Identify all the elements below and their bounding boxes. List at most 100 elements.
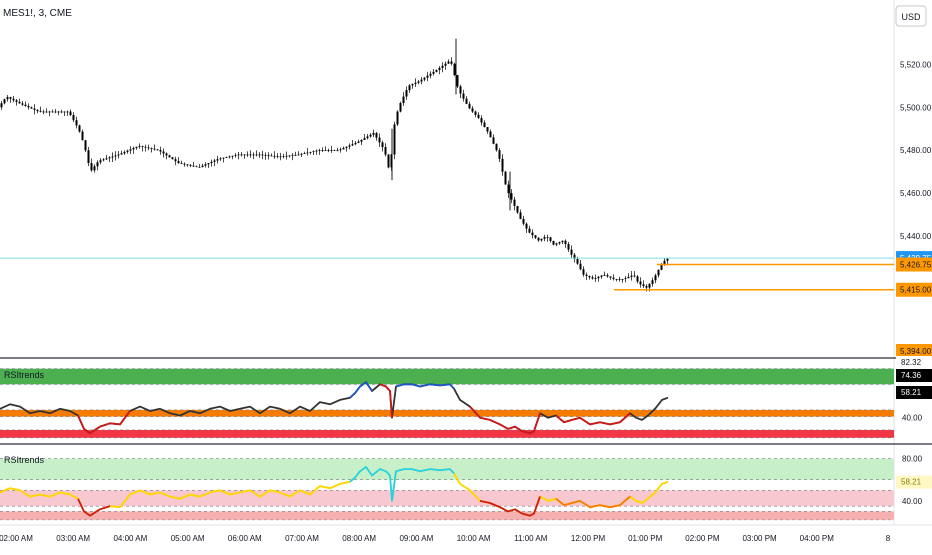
candle-body: [636, 276, 639, 282]
candle-body: [453, 63, 456, 76]
rsi-pane-1[interactable]: 40.00 82.32 74.36 58.21: [0, 356, 932, 439]
candle-body: [543, 237, 546, 239]
candle-body: [237, 154, 240, 156]
rsi-value-tag: [896, 386, 932, 399]
candle-body: [222, 157, 225, 159]
candle-body: [309, 151, 312, 153]
candle-body: [282, 156, 285, 157]
candle-body: [57, 111, 60, 113]
candle-body: [396, 111, 399, 125]
candle-body: [186, 164, 189, 166]
rsi-line-segment: [395, 383, 455, 390]
candle-body: [558, 242, 561, 244]
candle-body: [516, 206, 519, 213]
level-tag[interactable]: [896, 282, 932, 297]
candle-body: [423, 77, 426, 80]
candle-body: [297, 154, 300, 156]
candle-body: [207, 163, 210, 165]
candle-body: [330, 150, 333, 152]
candle-body: [333, 150, 336, 152]
candle-body: [54, 111, 57, 113]
level-tag[interactable]: [896, 257, 932, 272]
rsi-line-segment: [555, 412, 631, 426]
candle-body: [306, 152, 309, 154]
candle-body: [459, 86, 462, 94]
candle-body: [273, 155, 276, 157]
time-tick-label: 11:00 AM: [514, 534, 548, 543]
candle-body: [360, 139, 363, 142]
rsi-tick-label: 40.00: [902, 414, 923, 423]
currency-button[interactable]: [895, 5, 927, 27]
price-tick-label: 5,480.00: [900, 146, 932, 155]
candle-body: [78, 125, 81, 132]
candle-body: [618, 279, 621, 280]
candle-body: [231, 155, 234, 157]
scale-bottom-label: 5,394.00: [900, 347, 932, 356]
candle-body: [81, 131, 84, 141]
time-tick-label: 07:00 AM: [285, 534, 319, 543]
rsi-value-tag-label: 74.36: [901, 371, 922, 380]
rsi-value-tag-label: 58.21: [901, 388, 922, 397]
rsi-line-segment: [479, 496, 541, 517]
candle-body: [546, 237, 549, 238]
candle-body: [114, 155, 117, 157]
candle-body: [33, 108, 36, 110]
candle-body: [21, 103, 24, 105]
candle-body: [375, 133, 378, 138]
rsi-value-tag: [896, 369, 932, 382]
rsi-pane-2[interactable]: 80.00 40.00 58.21: [0, 455, 932, 521]
candle-body: [156, 149, 159, 151]
candle-body: [315, 150, 318, 152]
candle-body: [312, 151, 315, 153]
candle-body: [357, 141, 360, 143]
candle-body: [219, 158, 222, 160]
candle-body: [483, 122, 486, 128]
time-tick-label: 04:00 PM: [800, 534, 835, 543]
candle-body: [336, 150, 339, 152]
candle-body: [39, 111, 42, 112]
candle-body: [384, 147, 387, 155]
candle-body: [501, 158, 504, 172]
candle-body: [129, 149, 132, 151]
candle-body: [606, 275, 609, 277]
candle-body: [3, 99, 6, 104]
candle-body: [354, 142, 357, 145]
candle-body: [279, 156, 282, 158]
candle-body: [561, 240, 564, 243]
time-axis[interactable]: 02:00 AM 03:00 AM 04:00 AM 05:00 AM 06:00 AM…: [0, 534, 891, 543]
candle-body: [666, 258, 669, 261]
time-tick-label: 05:00 AM: [171, 534, 205, 543]
candle-body: [216, 159, 219, 161]
candle-body: [639, 281, 642, 285]
candle-body: [534, 235, 537, 238]
candle-body: [267, 155, 270, 157]
candle-body: [45, 111, 48, 113]
candle-body: [573, 254, 576, 259]
candle-body: [567, 244, 570, 250]
candle-body: [489, 131, 492, 138]
candle-body: [66, 111, 69, 113]
candle-body: [648, 283, 651, 288]
candle-body: [18, 101, 21, 104]
candle-body: [660, 264, 663, 270]
candle-body: [372, 133, 375, 135]
candle-body: [624, 278, 627, 280]
rsi-line-segment: [0, 480, 351, 517]
candle-body: [582, 269, 585, 275]
candle-body: [300, 153, 303, 155]
candle-body: [87, 150, 90, 164]
candle-body: [525, 223, 528, 229]
candle-body: [564, 240, 567, 245]
rsi-line-segment: [555, 495, 631, 509]
rsi-band: [0, 490, 894, 507]
price-pane[interactable]: 5,520.00 5,500.00 5,480.00 5,460.00 5,440.00…: [0, 38, 932, 358]
candle-body: [597, 276, 600, 279]
rsi-line-segment: [77, 498, 111, 517]
candle-body: [123, 151, 126, 154]
candle-body: [339, 149, 342, 151]
candle-body: [213, 160, 216, 162]
rsi-band: [0, 429, 894, 438]
candle-body: [420, 79, 423, 82]
